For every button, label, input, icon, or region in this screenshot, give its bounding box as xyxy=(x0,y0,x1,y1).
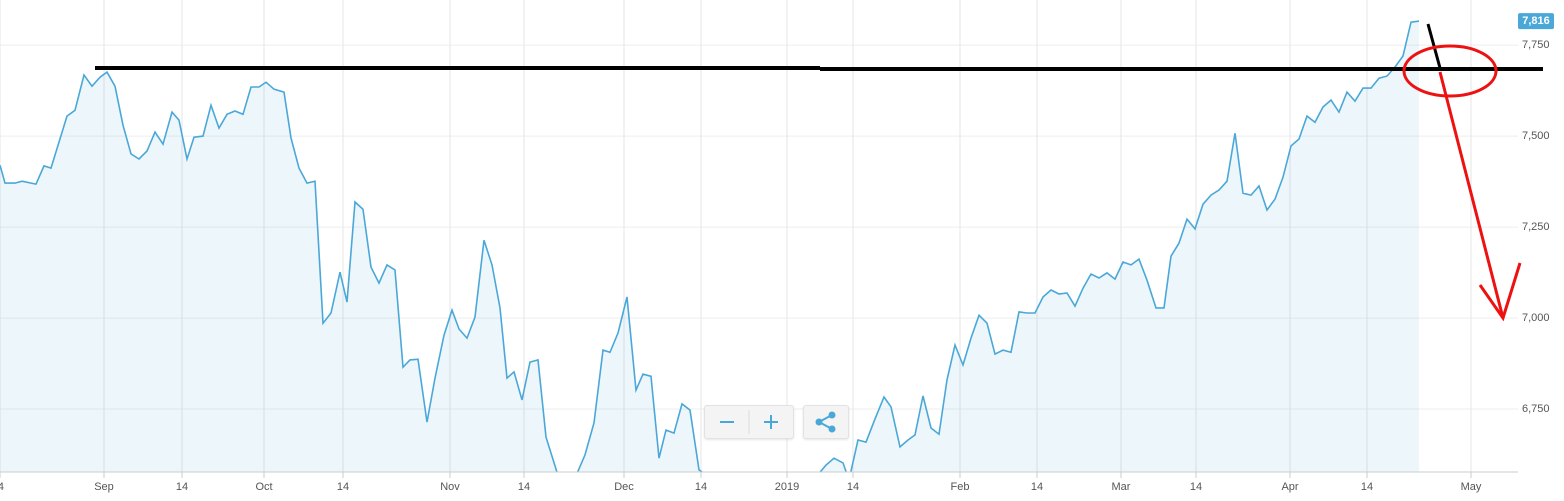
x-tick-label: Apr xyxy=(1281,481,1298,493)
x-tick-label: 14 xyxy=(337,481,349,493)
x-tick-label: 14 xyxy=(847,481,859,493)
x-tick-label: 14 xyxy=(176,481,188,493)
x-tick-label: 14 xyxy=(518,481,530,493)
x-tick-label: Mar xyxy=(1112,481,1131,493)
zoom-icons xyxy=(705,406,793,438)
x-tick-label: 14 xyxy=(695,481,707,493)
x-tick-label: 14 xyxy=(1190,481,1202,493)
x-tick-label: Feb xyxy=(951,481,970,493)
share-icon xyxy=(815,411,836,433)
x-tick-label: May xyxy=(1461,481,1482,493)
x-tick-label: Oct xyxy=(255,481,272,493)
current-value-label: 7,816 xyxy=(1522,15,1550,27)
annotation-arrowhead xyxy=(1478,262,1522,322)
annotations xyxy=(95,23,1543,322)
x-tick-label: Nov xyxy=(440,481,460,493)
x-tick-label: Sep xyxy=(94,481,114,493)
area xyxy=(0,21,1419,472)
y-tick-label: 7,000 xyxy=(1522,312,1550,324)
share-button[interactable] xyxy=(803,405,849,439)
y-tick-label: 7,750 xyxy=(1522,39,1550,51)
annotation-circle xyxy=(1402,44,1498,98)
x-tick-label: 14 xyxy=(1031,481,1043,493)
line xyxy=(0,20,1420,472)
current-value-badge xyxy=(1518,13,1554,30)
zoom-controls xyxy=(704,405,794,439)
x-tick-label: 4 xyxy=(0,481,4,493)
zoom-in-button[interactable] xyxy=(749,406,793,438)
x-tick-label: 2019 xyxy=(775,481,799,493)
y-tick-label: 7,250 xyxy=(1522,221,1550,233)
x-tick-label: Dec xyxy=(614,481,634,493)
y-tick-label: 7,500 xyxy=(1522,130,1550,142)
y-tick-label: 6,750 xyxy=(1522,403,1550,415)
zoom-out-button[interactable] xyxy=(705,406,749,438)
x-tick-label: 14 xyxy=(1361,481,1373,493)
annotation-arrow xyxy=(1438,71,1505,319)
